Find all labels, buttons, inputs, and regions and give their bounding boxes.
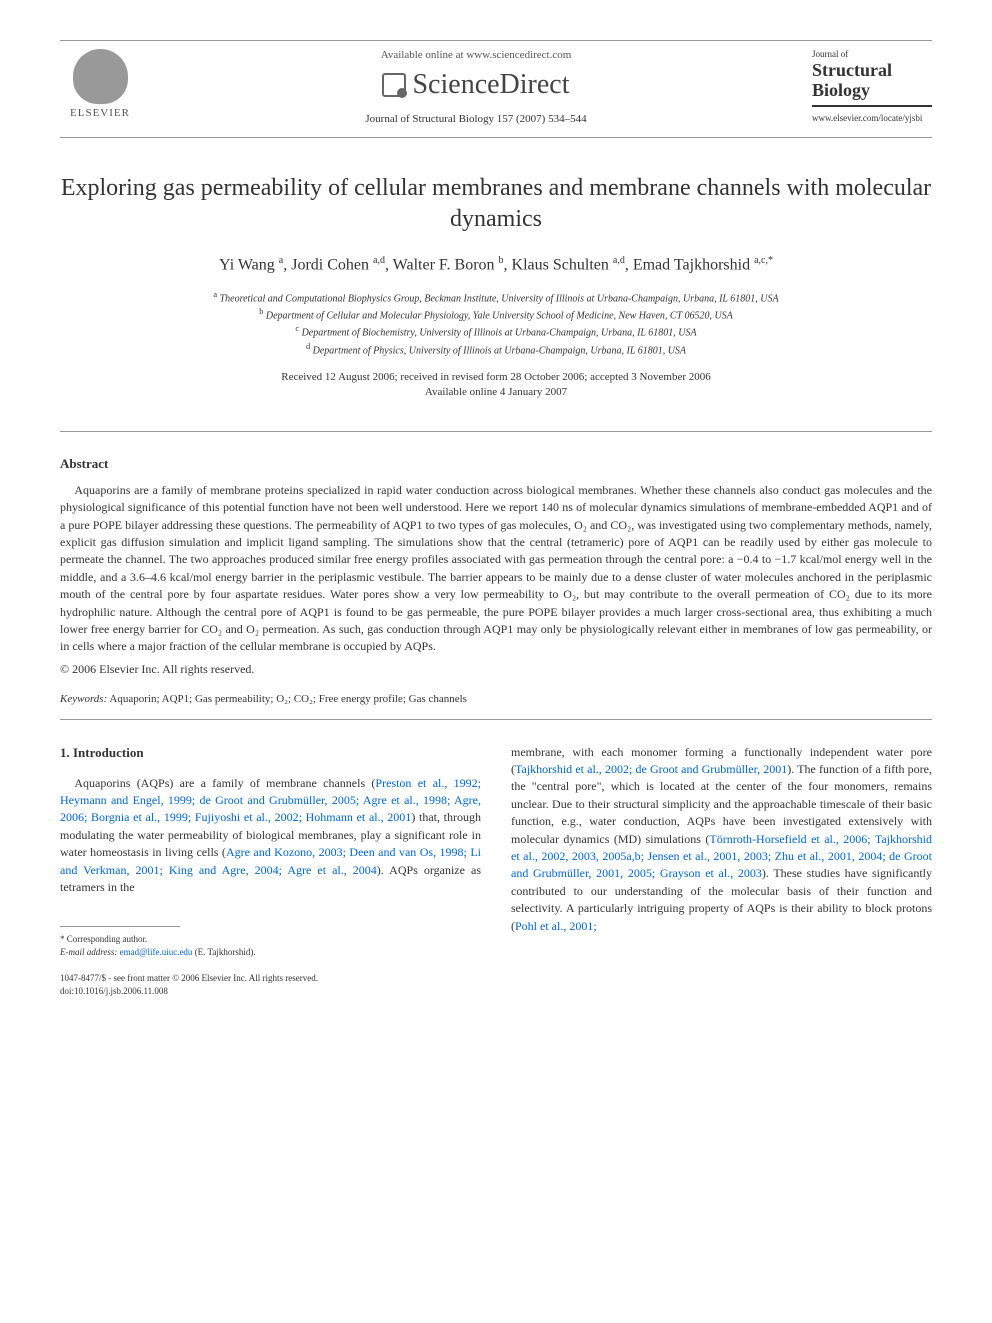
citation-link[interactable]: Tajkhorshid et al., 2002; de Groot and G… [515, 762, 787, 776]
publication-dates: Received 12 August 2006; received in rev… [60, 370, 932, 401]
body-columns: 1. Introduction Aquaporins (AQPs) are a … [60, 744, 932, 998]
divider-top [60, 431, 932, 432]
affiliation-line: c Department of Biochemistry, University… [60, 323, 932, 340]
citation-link[interactable]: Preston et al., 1992; Heymann and Engel,… [60, 776, 481, 825]
doi-line: doi:10.1016/j.jsb.2006.11.008 [60, 985, 481, 998]
dates-received: Received 12 August 2006; received in rev… [60, 370, 932, 385]
intro-paragraph-left: Aquaporins (AQPs) are a family of membra… [60, 775, 481, 897]
citation-link[interactable]: Pohl et al., 2001; [515, 919, 597, 933]
abstract-heading: Abstract [60, 456, 932, 472]
corresponding-marker: * Corresponding author. [60, 933, 481, 946]
left-column: 1. Introduction Aquaporins (AQPs) are a … [60, 744, 481, 998]
email-label: E-mail address: [60, 947, 117, 957]
keywords-text: Aquaporin; AQP1; Gas permeability; O₂; C… [107, 693, 467, 705]
citation-link[interactable]: Agre and Kozono, 2003; Deen and van Os, … [60, 845, 481, 876]
journal-reference: Journal of Structural Biology 157 (2007)… [160, 113, 792, 125]
platform-name: ScienceDirect [412, 69, 569, 101]
intro-heading: 1. Introduction [60, 744, 481, 763]
front-matter-line: 1047-8477/$ - see front matter © 2006 El… [60, 972, 481, 985]
divider-bottom [60, 719, 932, 720]
copyright-line: © 2006 Elsevier Inc. All rights reserved… [60, 662, 932, 677]
doi-block: 1047-8477/$ - see front matter © 2006 El… [60, 972, 481, 997]
affiliations-block: a Theoretical and Computational Biophysi… [60, 289, 932, 358]
corresponding-author-note: * Corresponding author. E-mail address: … [60, 933, 481, 958]
journal-title-prefix: Journal of [812, 49, 932, 59]
intro-paragraph-right: membrane, with each monomer forming a fu… [511, 744, 932, 935]
keywords-line: Keywords: Aquaporin; AQP1; Gas permeabil… [60, 693, 932, 705]
publisher-name: ELSEVIER [60, 107, 140, 119]
affiliation-line: a Theoretical and Computational Biophysi… [60, 289, 932, 306]
sciencedirect-icon [382, 73, 406, 97]
email-line: E-mail address: emad@life.uiuc.edu (E. T… [60, 946, 481, 959]
right-column: membrane, with each monomer forming a fu… [511, 744, 932, 998]
authors-list: Yi Wang a, Jordi Cohen a,d, Walter F. Bo… [60, 255, 932, 274]
available-online-text: Available online at www.sciencedirect.co… [160, 49, 792, 61]
journal-url: www.elsevier.com/locate/yjsbi [812, 113, 932, 123]
journal-title-main: Structural Biology [812, 61, 932, 107]
journal-logo-block: Journal of Structural Biology www.elsevi… [812, 49, 932, 123]
center-header: Available online at www.sciencedirect.co… [140, 49, 812, 125]
platform-brand: ScienceDirect [160, 69, 792, 101]
keywords-label: Keywords: [60, 693, 107, 705]
citation-link[interactable]: Törnroth-Horsefield et al., 2006; Tajkho… [511, 832, 932, 881]
email-author-name: (E. Tajkhorshid). [195, 947, 256, 957]
article-title: Exploring gas permeability of cellular m… [60, 173, 932, 235]
email-address[interactable]: emad@life.uiuc.edu [120, 947, 193, 957]
affiliation-line: b Department of Cellular and Molecular P… [60, 306, 932, 323]
affiliation-line: d Department of Physics, University of I… [60, 341, 932, 358]
dates-online: Available online 4 January 2007 [60, 385, 932, 400]
header-bar: ELSEVIER Available online at www.science… [60, 40, 932, 138]
elsevier-tree-icon [73, 49, 128, 104]
abstract-body: Aquaporins are a family of membrane prot… [60, 482, 932, 656]
publisher-logo: ELSEVIER [60, 49, 140, 119]
footnote-separator [60, 926, 180, 927]
